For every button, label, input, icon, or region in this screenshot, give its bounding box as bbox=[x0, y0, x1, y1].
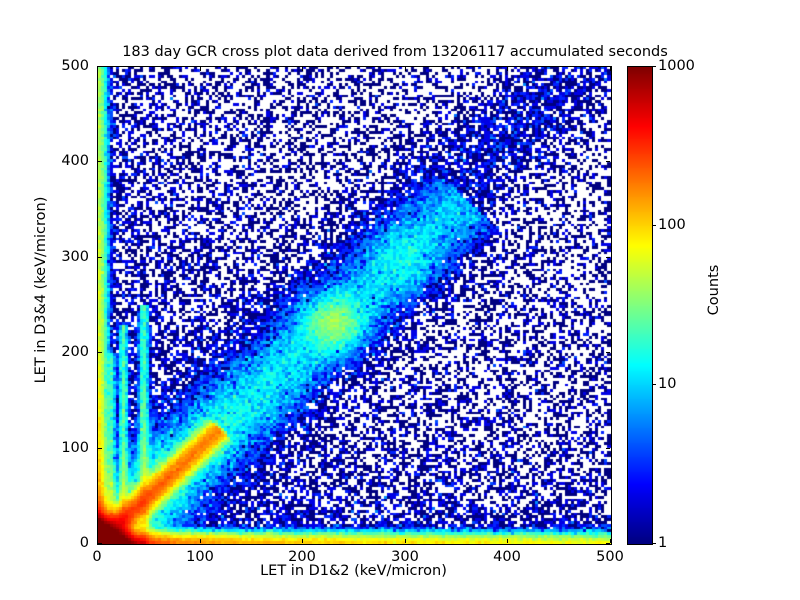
title-line-1: 183 day GCR cross plot data derived from… bbox=[122, 44, 668, 60]
colorbar-gradient bbox=[628, 67, 652, 544]
x-tick bbox=[200, 539, 201, 543]
x-tick-label: 300 bbox=[391, 549, 419, 565]
y-tick-label: 400 bbox=[61, 153, 89, 169]
x-tick-top bbox=[507, 67, 508, 71]
y-tick-right bbox=[606, 448, 610, 449]
x-tick bbox=[610, 539, 611, 543]
colorbar-tick-label: 1000 bbox=[658, 58, 695, 74]
x-tick-top bbox=[610, 67, 611, 71]
y-tick bbox=[98, 257, 102, 258]
x-tick-label: 100 bbox=[186, 549, 214, 565]
y-tick-label: 200 bbox=[61, 344, 89, 360]
y-tick bbox=[98, 543, 102, 544]
colorbar-tick-label: 100 bbox=[658, 217, 686, 233]
x-tick-label: 0 bbox=[92, 549, 102, 565]
y-tick-label: 100 bbox=[61, 440, 89, 456]
x-axis-label: LET in D1&2 (keV/micron) bbox=[260, 563, 447, 579]
y-tick-right bbox=[606, 161, 610, 162]
y-tick bbox=[98, 352, 102, 353]
x-tick-top bbox=[405, 67, 406, 71]
y-tick-right bbox=[606, 66, 610, 67]
colorbar-tick-label: 1 bbox=[658, 535, 668, 551]
colorbar-label: Counts bbox=[706, 264, 722, 316]
y-tick bbox=[98, 66, 102, 67]
y-tick-label: 300 bbox=[61, 249, 89, 265]
colorbar-tick bbox=[652, 225, 656, 226]
y-tick-right bbox=[606, 543, 610, 544]
plot-area bbox=[97, 66, 612, 545]
x-tick bbox=[507, 539, 508, 543]
scatter-density-canvas bbox=[98, 67, 611, 544]
y-tick bbox=[98, 448, 102, 449]
x-tick bbox=[97, 539, 98, 543]
x-tick bbox=[302, 539, 303, 543]
x-tick bbox=[405, 539, 406, 543]
colorbar bbox=[627, 66, 653, 545]
x-tick-top bbox=[302, 67, 303, 71]
x-tick-label: 500 bbox=[596, 549, 624, 565]
colorbar-tick bbox=[652, 384, 656, 385]
colorbar-tick bbox=[652, 543, 656, 544]
x-tick-top bbox=[200, 67, 201, 71]
x-tick-top bbox=[97, 67, 98, 71]
y-tick-label: 0 bbox=[79, 535, 89, 551]
x-tick-label: 200 bbox=[288, 549, 316, 565]
y-tick-right bbox=[606, 257, 610, 258]
x-tick-label: 400 bbox=[493, 549, 521, 565]
y-tick-label: 500 bbox=[61, 58, 89, 74]
y-tick-right bbox=[606, 352, 610, 353]
y-axis-label: LET in D3&4 (keV/micron) bbox=[33, 196, 49, 384]
colorbar-tick-label: 10 bbox=[658, 376, 677, 392]
y-tick bbox=[98, 161, 102, 162]
colorbar-tick bbox=[652, 66, 656, 67]
